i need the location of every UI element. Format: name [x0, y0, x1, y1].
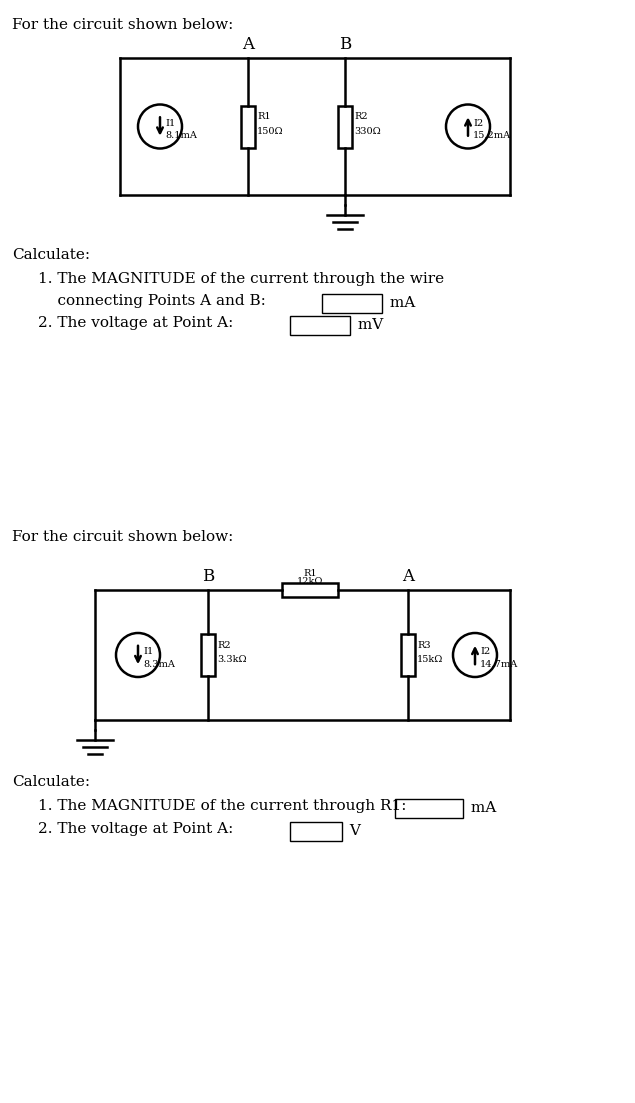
Bar — [282, 583, 338, 597]
Text: R3: R3 — [417, 641, 431, 650]
Text: I2: I2 — [480, 647, 490, 656]
Bar — [395, 799, 463, 817]
Text: I2: I2 — [473, 118, 483, 128]
Bar — [338, 106, 352, 148]
Text: 8.1mA: 8.1mA — [165, 131, 197, 140]
Text: Calculate:: Calculate: — [12, 248, 90, 263]
Text: mA: mA — [466, 801, 496, 815]
Text: 8.3mA: 8.3mA — [143, 660, 175, 670]
Text: R2: R2 — [354, 113, 368, 121]
Text: 330Ω: 330Ω — [354, 127, 381, 136]
Bar — [201, 634, 215, 676]
Bar — [290, 315, 350, 334]
Text: A: A — [242, 36, 254, 53]
Text: 150Ω: 150Ω — [257, 127, 284, 136]
Bar — [401, 634, 415, 676]
Bar — [290, 822, 342, 840]
Text: I1: I1 — [143, 647, 153, 656]
Text: For the circuit shown below:: For the circuit shown below: — [12, 18, 234, 32]
Text: 2. The voltage at Point A:: 2. The voltage at Point A: — [38, 315, 234, 330]
Text: 2. The voltage at Point A:: 2. The voltage at Point A: — [38, 822, 234, 836]
Text: 1. The MAGNITUDE of the current through the wire: 1. The MAGNITUDE of the current through … — [38, 272, 444, 286]
Text: Calculate:: Calculate: — [12, 775, 90, 789]
Text: 15.2mA: 15.2mA — [473, 131, 511, 140]
Text: mV: mV — [353, 318, 384, 332]
Text: For the circuit shown below:: For the circuit shown below: — [12, 531, 234, 544]
Text: I1: I1 — [165, 118, 175, 128]
Text: mA: mA — [385, 296, 415, 310]
Text: connecting Points A and B:: connecting Points A and B: — [38, 295, 266, 308]
Text: R2: R2 — [217, 641, 231, 650]
Text: 1. The MAGNITUDE of the current through R1:: 1. The MAGNITUDE of the current through … — [38, 799, 406, 813]
Text: 14.7mA: 14.7mA — [480, 660, 518, 670]
Text: 3.3kΩ: 3.3kΩ — [217, 655, 246, 664]
Text: 15kΩ: 15kΩ — [417, 655, 443, 664]
Text: A: A — [402, 568, 414, 585]
Text: V: V — [345, 824, 361, 838]
Bar — [241, 106, 255, 148]
Text: B: B — [339, 36, 351, 53]
Bar — [322, 293, 382, 312]
Text: 12kΩ: 12kΩ — [297, 577, 323, 586]
Text: R1: R1 — [303, 569, 317, 578]
Text: B: B — [202, 568, 214, 585]
Text: R1: R1 — [257, 113, 271, 121]
